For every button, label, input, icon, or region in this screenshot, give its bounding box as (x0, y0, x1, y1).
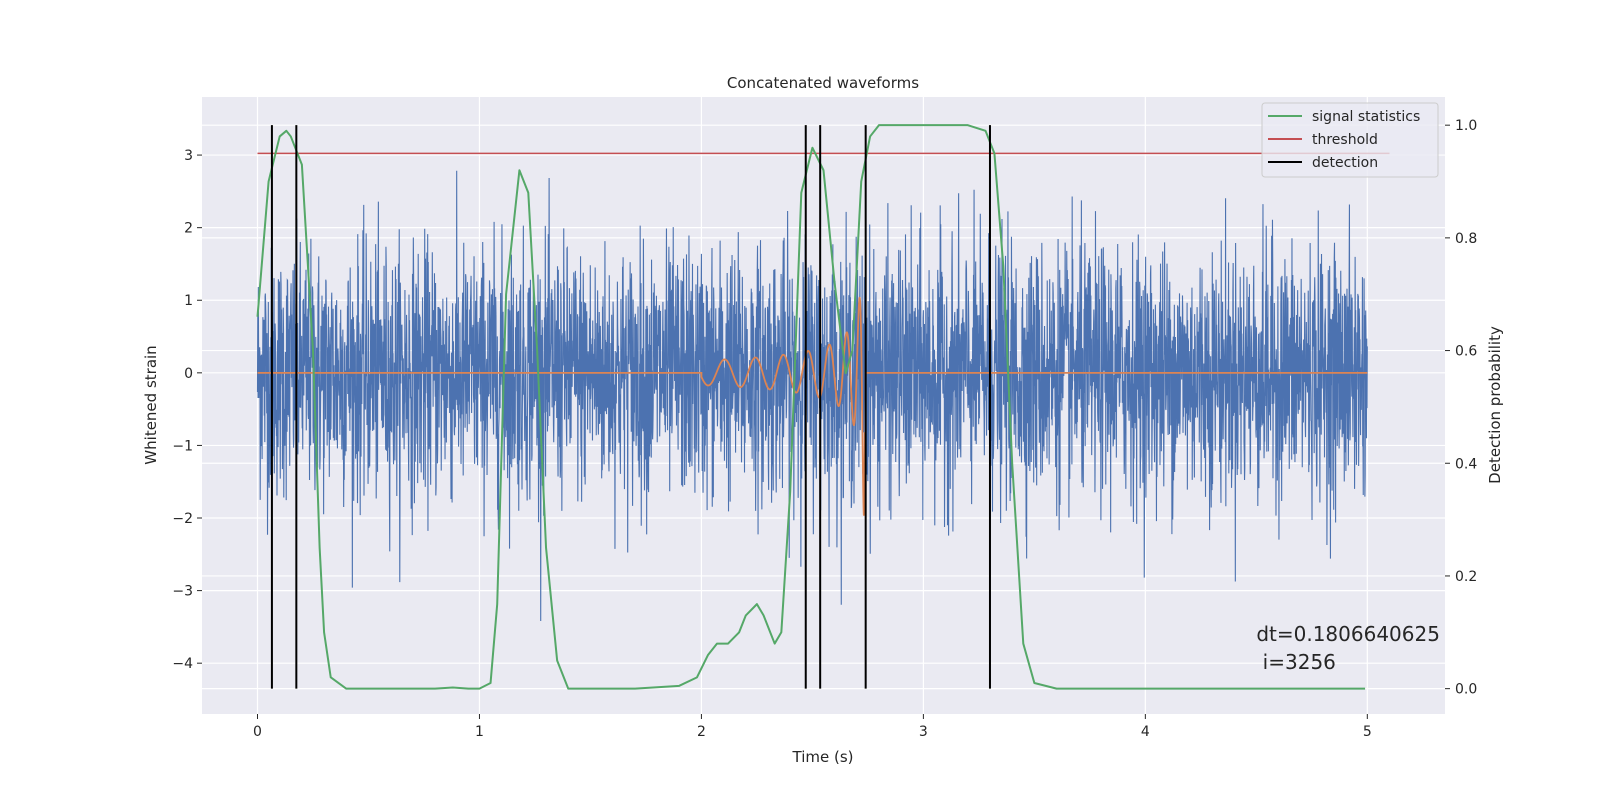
y-tick-label: 2 (184, 221, 193, 237)
y-tick-label: −2 (172, 511, 193, 527)
y2-tick-label: 0.8 (1455, 231, 1477, 247)
x-tick-label: 2 (697, 724, 706, 740)
y2-tick-label: 0.0 (1455, 682, 1477, 698)
annotation-dt: dt=0.1806640625 (1256, 622, 1440, 646)
y-axis-label: Whitened strain (142, 345, 160, 464)
y-tick-label: −1 (172, 438, 193, 454)
x-axis-label: Time (s) (792, 748, 854, 766)
x-tick-label: 1 (475, 724, 484, 740)
y-tick-label: −3 (172, 584, 193, 600)
legend-label-signal-statistics: signal statistics (1312, 109, 1420, 125)
x-tick-label: 5 (1363, 724, 1372, 740)
axis-layer: 0 1 2 3 4 5 3 2 1 0 −1 −2 −3 −4 1.0 0.8 0.6 0.4 0.2 0.0 (172, 118, 1477, 740)
y2-tick-label: 0.6 (1455, 344, 1477, 360)
y-tick-label: 1 (184, 293, 193, 309)
legend: signal statistics threshold detection (1261, 102, 1439, 178)
series-layer (256, 124, 1390, 690)
chart-title: Concatenated waveforms (727, 74, 919, 92)
x-tick-label: 0 (253, 724, 262, 740)
x-tick-label: 4 (1141, 724, 1150, 740)
x-tick-label: 3 (919, 724, 928, 740)
y-tick-label: −4 (172, 656, 193, 672)
signal-statistics-line (256, 124, 1366, 690)
annotation-i: i=3256 (1256, 650, 1336, 674)
y2-tick-label: 0.4 (1455, 456, 1477, 472)
legend-label-threshold: threshold (1312, 132, 1378, 148)
legend-label-detection: detection (1312, 155, 1378, 171)
legend-box (1261, 102, 1439, 178)
y2-tick-label: 0.2 (1455, 569, 1477, 585)
noise-trace (256, 170, 1368, 621)
y2-axis-label: Detection probability (1486, 326, 1504, 484)
y-tick-label: 0 (184, 366, 193, 382)
signal-trace (257, 296, 1368, 516)
y-tick-label: 3 (184, 148, 193, 164)
y2-tick-label: 1.0 (1455, 118, 1477, 134)
